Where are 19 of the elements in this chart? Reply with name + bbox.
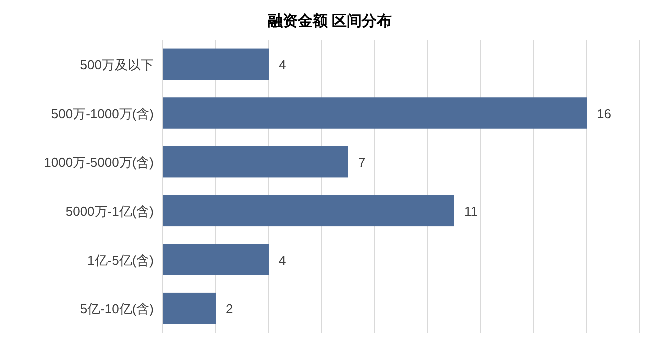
y-tick-label: 500万-1000万(含) bbox=[51, 106, 154, 122]
y-tick-label: 1000万-5000万(含) bbox=[44, 155, 154, 170]
bar bbox=[163, 244, 269, 276]
data-label: 11 bbox=[464, 204, 478, 219]
bar bbox=[163, 292, 216, 324]
bar bbox=[163, 146, 348, 178]
bar bbox=[163, 195, 454, 227]
bar bbox=[163, 98, 587, 129]
data-label: 16 bbox=[597, 106, 612, 122]
y-tick-label: 5亿-10亿(含) bbox=[80, 302, 154, 317]
data-label: 4 bbox=[279, 252, 286, 268]
y-tick-label: 1亿-5亿(含) bbox=[88, 252, 154, 268]
data-label: 4 bbox=[279, 57, 286, 72]
data-label: 7 bbox=[358, 155, 366, 170]
bar bbox=[163, 48, 269, 80]
chart-title: 融资金额 区间分布 bbox=[268, 12, 392, 30]
data-label: 2 bbox=[226, 302, 234, 317]
y-tick-label: 5000万-1亿(含) bbox=[66, 204, 154, 219]
y-tick-label: 500万及以下 bbox=[80, 57, 154, 72]
